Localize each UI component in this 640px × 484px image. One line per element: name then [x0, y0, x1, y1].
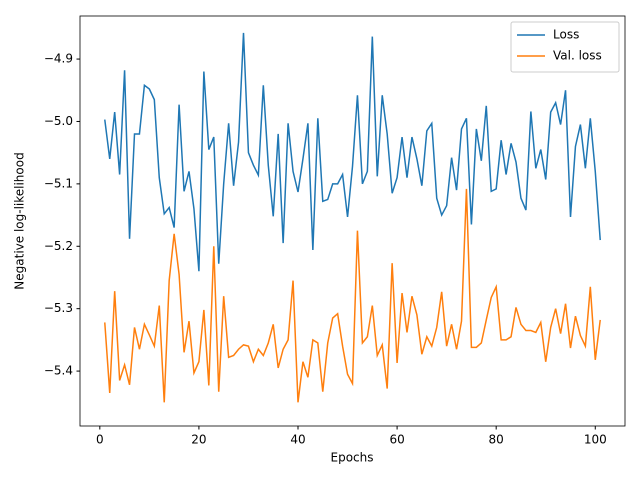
line-series [104, 188, 601, 403]
legend-label: Loss [553, 28, 579, 42]
y-tick-label: −5.4 [44, 364, 73, 378]
y-tick-label: −5.2 [44, 239, 73, 253]
x-tick-label: 40 [290, 433, 305, 447]
line-series [104, 32, 601, 272]
x-tick-label: 60 [389, 433, 404, 447]
legend-label: Val. loss [553, 49, 602, 63]
y-axis-label: Negative log-likelihood [13, 152, 27, 289]
x-tick-label: 100 [584, 433, 607, 447]
y-tick-label: −5.1 [44, 176, 73, 190]
x-tick-label: 20 [191, 433, 206, 447]
x-axis-label: Epochs [331, 451, 374, 465]
x-tick-label: 80 [489, 433, 504, 447]
y-tick-label: −5.3 [44, 301, 73, 315]
x-tick-label: 0 [96, 433, 104, 447]
y-tick-label: −4.9 [44, 52, 73, 66]
y-tick-label: −5.0 [44, 114, 73, 128]
plot-frame [79, 15, 626, 427]
